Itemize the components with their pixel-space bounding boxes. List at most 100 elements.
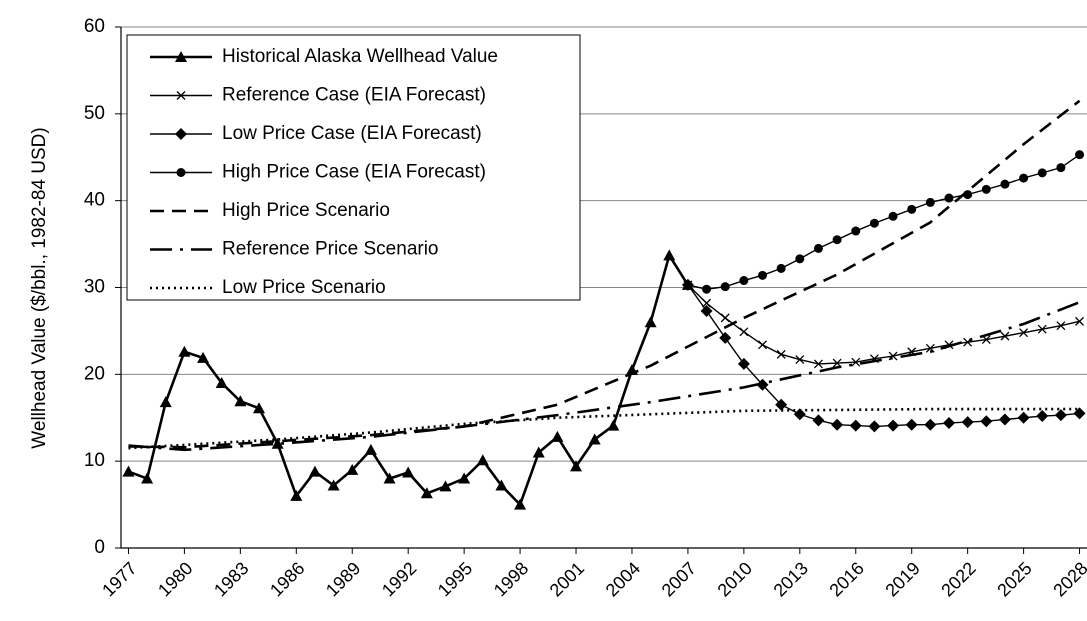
y-tick-label: 10 (84, 450, 105, 471)
marker (458, 472, 471, 484)
x-tick-label: 1989 (322, 558, 364, 600)
x-tick-label: 2028 (1049, 558, 1087, 600)
marker (720, 313, 730, 323)
marker (851, 226, 861, 236)
marker (998, 413, 1011, 426)
series-line (687, 284, 1080, 365)
marker (924, 418, 937, 431)
legend-box (126, 34, 581, 301)
marker (327, 479, 340, 491)
marker (1019, 173, 1029, 183)
marker (702, 284, 712, 294)
x-tick-label: 1992 (378, 558, 420, 600)
marker (532, 446, 545, 458)
marker (925, 343, 935, 353)
marker (271, 437, 284, 449)
x-tick-label: 2016 (825, 558, 867, 600)
marker (849, 419, 862, 432)
y-tick-label: 40 (84, 190, 105, 211)
marker (644, 316, 657, 328)
marker (122, 465, 135, 477)
x-tick-label: 2007 (658, 558, 700, 600)
marker (178, 345, 191, 357)
marker (364, 443, 377, 455)
marker (290, 489, 303, 501)
marker (758, 270, 768, 280)
series-line (128, 99, 1081, 449)
marker (215, 377, 228, 389)
legend-label: Low Price Scenario (222, 277, 386, 298)
x-tick-label: 1980 (154, 558, 196, 600)
marker (795, 355, 805, 365)
marker (813, 243, 823, 253)
marker (402, 466, 415, 478)
marker (141, 472, 154, 484)
x-tick-label: 2013 (770, 558, 812, 600)
x-tick-label: 1977 (98, 558, 140, 600)
legend-label: High Price Case (EIA Forecast) (222, 162, 486, 183)
marker (719, 331, 732, 344)
marker (197, 351, 210, 363)
marker (776, 263, 786, 273)
y-axis-label: Wellhead Value ($/bbl., 1982-84 USD) (29, 127, 50, 448)
marker (758, 340, 767, 350)
marker (943, 416, 955, 429)
x-tick-label: 2025 (993, 558, 1035, 600)
y-tick-label: 20 (84, 363, 105, 384)
marker (831, 418, 844, 431)
marker (812, 414, 825, 427)
marker (346, 463, 359, 475)
marker (720, 282, 730, 292)
marker (1073, 407, 1086, 420)
marker (253, 402, 265, 414)
marker (234, 395, 247, 407)
marker (925, 197, 935, 207)
marker (793, 408, 806, 421)
marker (1037, 324, 1047, 334)
marker (888, 211, 898, 221)
marker (570, 460, 583, 472)
x-tick-label: 2004 (602, 558, 644, 600)
x-tick-label: 2010 (714, 558, 756, 600)
x-tick-label: 2022 (937, 558, 979, 600)
marker (907, 204, 917, 214)
marker (869, 218, 879, 228)
x-tick-label: 2019 (881, 558, 923, 600)
plot-area (122, 99, 1086, 510)
marker (905, 418, 918, 431)
marker (795, 254, 805, 264)
marker (476, 454, 489, 466)
x-tick-label: 1998 (490, 558, 532, 600)
marker (739, 276, 749, 286)
marker (981, 184, 991, 194)
marker (944, 193, 954, 203)
legend-label: Historical Alaska Wellhead Value (222, 46, 498, 67)
marker (176, 168, 186, 177)
marker (868, 420, 881, 433)
marker (607, 419, 620, 431)
marker (1054, 409, 1067, 422)
marker (175, 128, 187, 140)
marker (1000, 179, 1010, 189)
marker (1036, 410, 1049, 423)
marker (176, 91, 186, 100)
marker (1075, 316, 1084, 326)
marker (1000, 331, 1010, 341)
series-line (687, 154, 1080, 290)
legend-label: Reference Price Scenario (222, 239, 439, 260)
x-tick-label: 1983 (210, 558, 252, 600)
marker (775, 398, 788, 411)
marker (961, 416, 974, 429)
marker (700, 304, 713, 317)
marker (739, 327, 749, 337)
series-line (128, 301, 1081, 452)
marker (420, 487, 433, 499)
x-tick-label: 1986 (266, 558, 308, 600)
marker (813, 359, 823, 369)
marker (702, 298, 712, 308)
marker (1017, 411, 1030, 424)
marker (383, 472, 396, 484)
marker (683, 280, 693, 290)
marker (159, 396, 172, 408)
series-line (687, 284, 1080, 428)
